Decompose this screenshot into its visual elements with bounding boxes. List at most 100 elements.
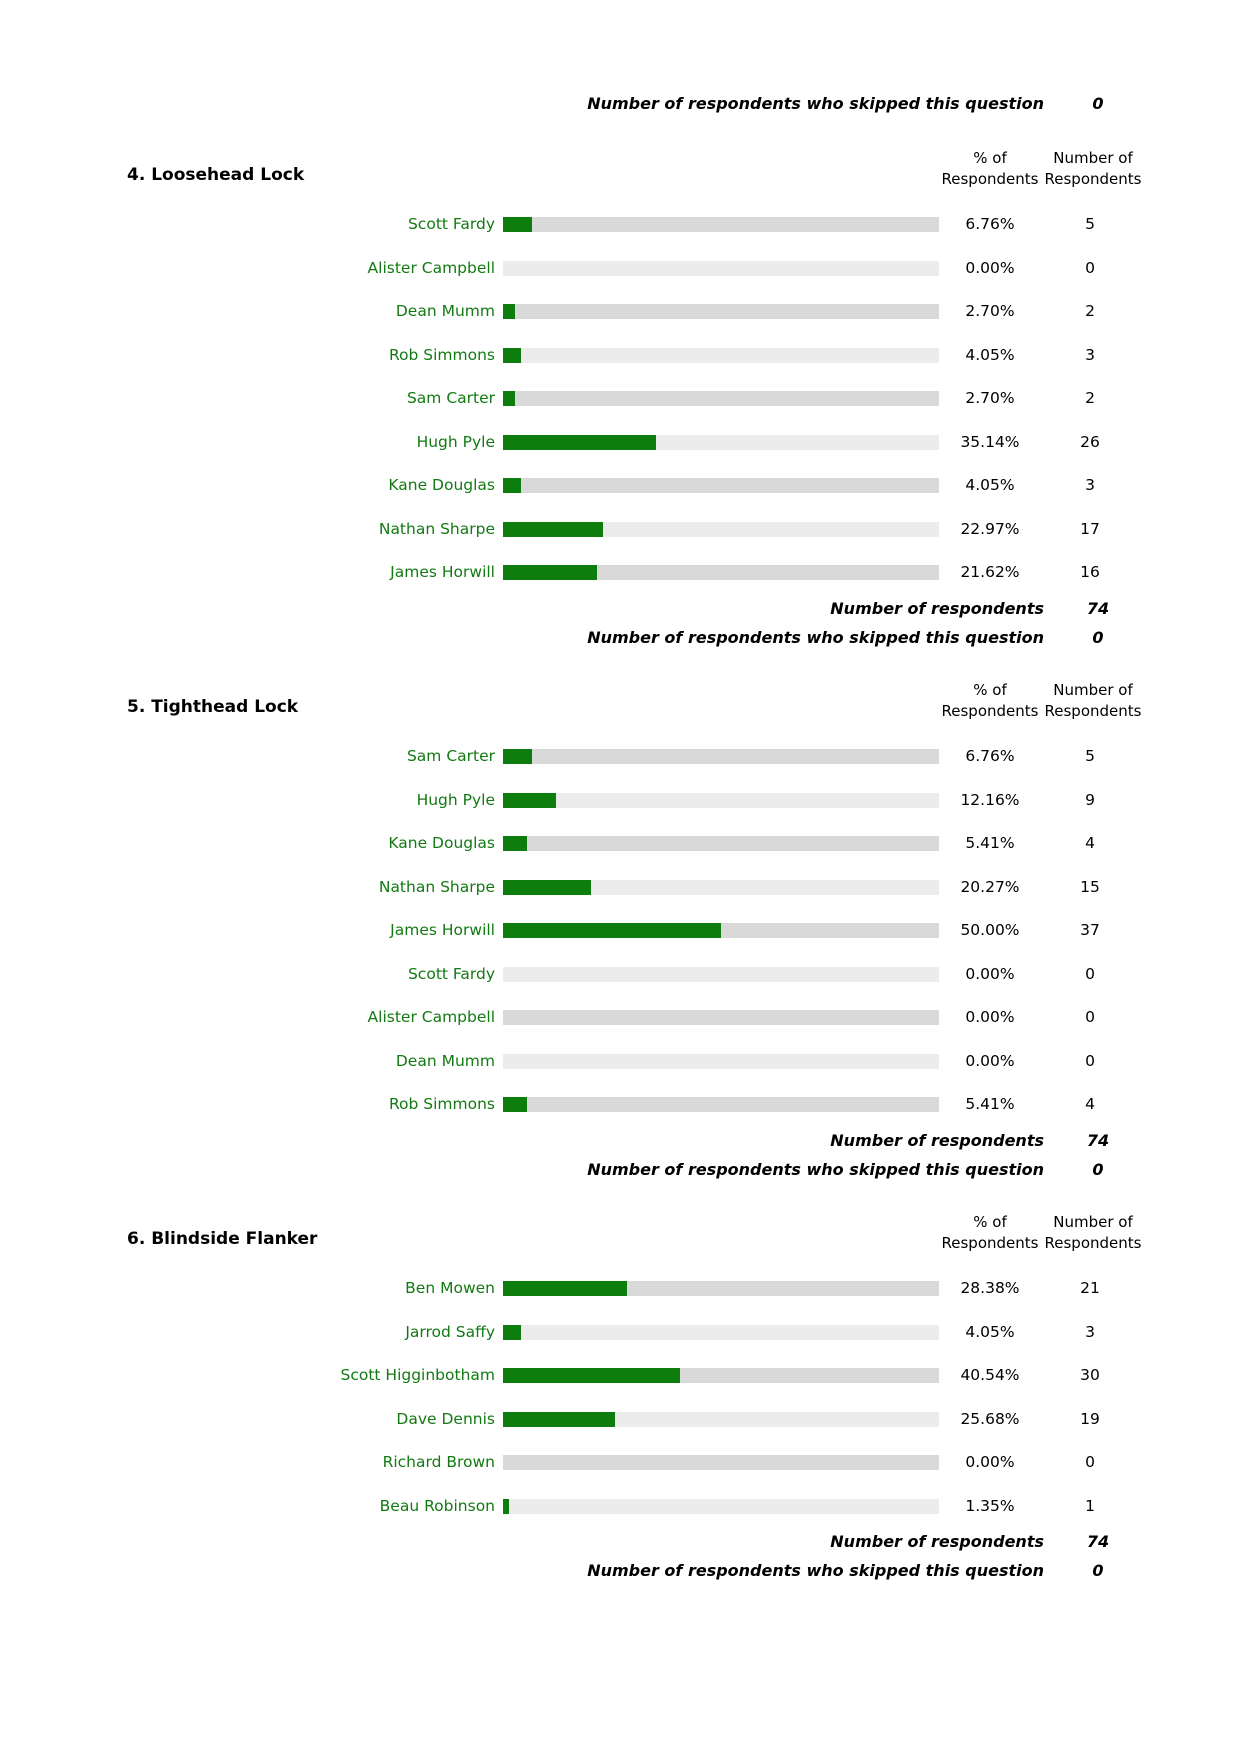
- bar-fill: [503, 880, 592, 895]
- bar-fill: [503, 1368, 680, 1383]
- answer-row: Dave Dennis 25.68% 19: [0, 1406, 1240, 1432]
- pct-header-line1: % of: [973, 1213, 1007, 1231]
- answer-label: Scott Fardy: [407, 965, 495, 983]
- respondents-row: Number of respondents 74: [0, 1527, 1240, 1557]
- percent-value: 12.16%: [960, 791, 1020, 809]
- answer-row: Rob Simmons 5.41% 4: [0, 1091, 1240, 1117]
- answer-row: Alister Campbell 0.00% 0: [0, 1004, 1240, 1030]
- answer-label: Nathan Sharpe: [378, 520, 495, 538]
- pct-header-line1: % of: [973, 149, 1007, 167]
- bar-track: [503, 435, 939, 450]
- count-value: 3: [1085, 346, 1095, 364]
- percent-value: 21.62%: [960, 563, 1020, 581]
- answer-row: Hugh Pyle 12.16% 9: [0, 787, 1240, 813]
- respondents-value: 74: [1086, 1532, 1110, 1551]
- percent-value: 22.97%: [960, 520, 1020, 538]
- count-header-line2: Respondents: [1044, 702, 1142, 720]
- answer-row: Kane Douglas 5.41% 4: [0, 830, 1240, 856]
- percent-value: 4.05%: [965, 1323, 1015, 1341]
- count-value: 37: [1080, 921, 1100, 939]
- bar-track: [503, 1010, 939, 1025]
- bar-fill: [503, 923, 721, 938]
- count-value: 30: [1080, 1366, 1100, 1384]
- answer-label: Nathan Sharpe: [378, 878, 495, 896]
- answer-row: Beau Robinson 1.35% 1: [0, 1493, 1240, 1519]
- percent-value: 4.05%: [965, 476, 1015, 494]
- percent-value: 6.76%: [965, 747, 1015, 765]
- count-value: 2: [1085, 302, 1095, 320]
- answer-label: Hugh Pyle: [416, 433, 495, 451]
- answer-label: Sam Carter: [406, 389, 495, 407]
- bar-track: [503, 348, 939, 363]
- pct-column-header: % of Respondents: [935, 680, 1045, 722]
- bar-fill: [503, 478, 521, 493]
- percent-value: 25.68%: [960, 1410, 1020, 1428]
- answer-label: Beau Robinson: [379, 1497, 495, 1515]
- percent-value: 40.54%: [960, 1366, 1020, 1384]
- bar-fill: [503, 1281, 627, 1296]
- count-value: 26: [1080, 433, 1100, 451]
- answer-row: Sam Carter 6.76% 5: [0, 743, 1240, 769]
- count-header-line2: Respondents: [1044, 1234, 1142, 1252]
- answer-row: Hugh Pyle 35.14% 26: [0, 429, 1240, 455]
- answer-row: James Horwill 21.62% 16: [0, 559, 1240, 585]
- bar-track: [503, 217, 939, 232]
- answer-row: James Horwill 50.00% 37: [0, 917, 1240, 943]
- respondents-label: Number of respondents: [830, 1131, 1044, 1150]
- respondents-value: 74: [1086, 599, 1110, 618]
- skipped-value: 0: [1092, 1561, 1104, 1580]
- bar-track: [503, 522, 939, 537]
- answer-label: Scott Higginbotham: [340, 1366, 495, 1384]
- bar-fill: [503, 565, 598, 580]
- skipped-label: Number of respondents who skipped this q…: [587, 628, 1044, 647]
- count-value: 4: [1085, 834, 1095, 852]
- skipped-label: Number of respondents who skipped this q…: [587, 1160, 1044, 1179]
- pct-header-line2: Respondents: [941, 1234, 1039, 1252]
- pct-column-header: % of Respondents: [935, 1212, 1045, 1254]
- answer-row: Dean Mumm 2.70% 2: [0, 298, 1240, 324]
- count-header-line1: Number of: [1053, 149, 1133, 167]
- answer-label: Alister Campbell: [367, 259, 495, 277]
- percent-value: 0.00%: [965, 1008, 1015, 1026]
- question-title: 5. Tighthead Lock: [127, 697, 299, 717]
- answer-row: Nathan Sharpe 22.97% 17: [0, 516, 1240, 542]
- answer-label: Dean Mumm: [395, 302, 495, 320]
- answer-row: Scott Higginbotham 40.54% 30: [0, 1362, 1240, 1388]
- answer-row: Jarrod Saffy 4.05% 3: [0, 1319, 1240, 1345]
- percent-value: 1.35%: [965, 1497, 1015, 1515]
- count-header-line2: Respondents: [1044, 170, 1142, 188]
- answer-row: Rob Simmons 4.05% 3: [0, 342, 1240, 368]
- bar-track: [503, 1455, 939, 1470]
- bar-track: [503, 391, 939, 406]
- skipped-row: Number of respondents who skipped this q…: [0, 1155, 1240, 1185]
- answer-label: Rob Simmons: [388, 1095, 495, 1113]
- percent-value: 35.14%: [960, 433, 1020, 451]
- answer-label: James Horwill: [390, 921, 495, 939]
- answer-label: Scott Fardy: [407, 215, 495, 233]
- bar-fill: [503, 836, 527, 851]
- count-value: 19: [1080, 1410, 1100, 1428]
- answer-row: Scott Fardy 0.00% 0: [0, 961, 1240, 987]
- pct-column-header: % of Respondents: [935, 148, 1045, 190]
- count-value: 0: [1085, 965, 1095, 983]
- answer-row: Alister Campbell 0.00% 0: [0, 255, 1240, 281]
- count-header-line1: Number of: [1053, 1213, 1133, 1231]
- percent-value: 0.00%: [965, 1453, 1015, 1471]
- answer-label: Kane Douglas: [388, 476, 495, 494]
- count-value: 1: [1085, 1497, 1095, 1515]
- answer-label: James Horwill: [390, 563, 495, 581]
- count-value: 3: [1085, 476, 1095, 494]
- question-title: 6. Blindside Flanker: [127, 1229, 318, 1249]
- percent-value: 20.27%: [960, 878, 1020, 896]
- skipped-label: Number of respondents who skipped this q…: [587, 1561, 1044, 1580]
- bar-track: [503, 304, 939, 319]
- count-value: 16: [1080, 563, 1100, 581]
- bar-fill: [503, 435, 657, 450]
- top-skipped-row: Number of respondents who skipped this q…: [0, 89, 1240, 119]
- count-value: 2: [1085, 389, 1095, 407]
- count-value: 0: [1085, 1008, 1095, 1026]
- pct-header-line2: Respondents: [941, 702, 1039, 720]
- respondents-label: Number of respondents: [830, 1532, 1044, 1551]
- answer-label: Ben Mowen: [405, 1279, 495, 1297]
